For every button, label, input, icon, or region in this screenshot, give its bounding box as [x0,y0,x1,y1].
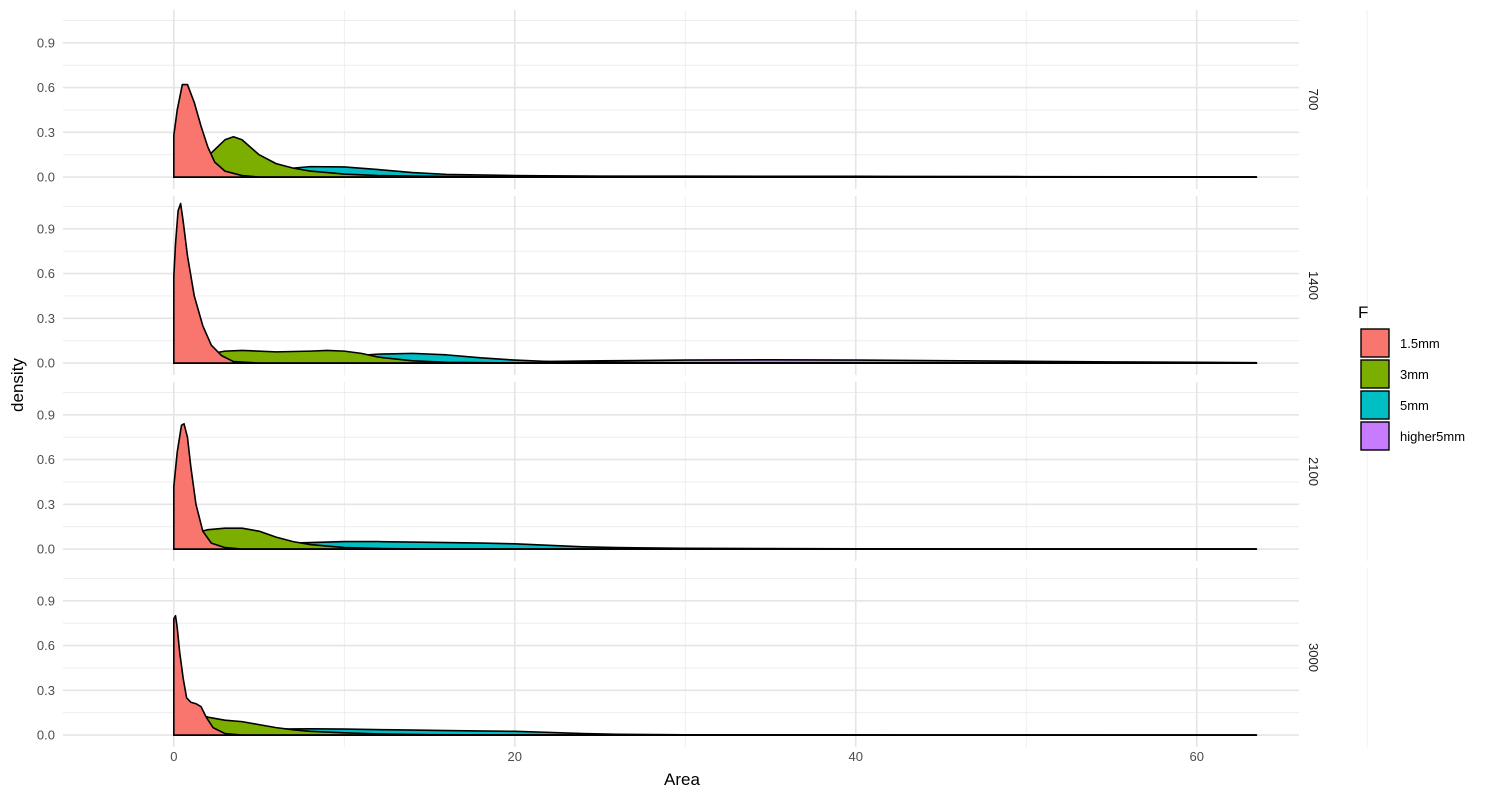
x-tick-label: 20 [508,749,522,764]
x-tick-label: 60 [1189,749,1203,764]
density-area-1.5mm [173,614,1258,736]
y-tick-label: 0.0 [37,542,55,557]
y-tick-label: 0.9 [37,221,55,236]
facet-strip-label: 3000 [1306,643,1321,672]
y-tick-label: 0.9 [37,35,55,50]
legend-title: F [1358,303,1368,322]
y-tick-label: 0.0 [37,728,55,743]
legend-label: 5mm [1400,398,1429,413]
facet-panel-700: 0.0 0.3 0.6 0.9 700 [37,10,1368,189]
y-axis-title: density [8,358,27,412]
legend-label: higher5mm [1400,429,1465,444]
facet-panels: 0.0 0.3 0.6 0.9 700 0.0 0.3 0.6 0.9 1400 0.0 0.3 0.6… [37,10,1368,747]
legend-swatch-higher5mm [1360,421,1390,451]
y-tick-label: 0.6 [37,452,55,467]
y-tick-label: 0.3 [37,311,55,326]
facet-panel-3000: 0.0 0.3 0.6 0.9 3000 [37,568,1368,747]
legend-swatch-1.5mm [1360,328,1390,358]
density-area-1.5mm [173,202,1258,364]
density-area-1.5mm [173,83,1258,178]
y-tick-label: 0.0 [37,356,55,371]
y-tick-label: 0.9 [37,593,55,608]
y-tick-label: 0.3 [37,497,55,512]
legend-label: 3mm [1400,367,1429,382]
x-axis-ticks: 0 20 40 60 [170,749,1204,764]
legend-label: 1.5mm [1400,336,1440,351]
y-tick-label: 0.6 [37,266,55,281]
x-axis-title: Area [664,770,700,789]
y-tick-label: 0.3 [37,683,55,698]
y-tick-label: 0.6 [37,638,55,653]
y-tick-label: 0.9 [37,407,55,422]
x-tick-label: 40 [849,749,863,764]
x-tick-label: 0 [170,749,177,764]
legend-swatch-3mm [1360,359,1390,389]
facet-strip-label: 700 [1306,89,1321,111]
legend-swatch-5mm [1360,390,1390,420]
legend: F 1.5mm 3mm 5mm higher5mm [1358,303,1465,451]
facet-panel-2100: 0.0 0.3 0.6 0.9 2100 [37,382,1368,561]
facet-panel-1400: 0.0 0.3 0.6 0.9 1400 [37,196,1368,375]
facet-strip-label: 1400 [1306,271,1321,300]
y-tick-label: 0.3 [37,125,55,140]
facet-strip-label: 2100 [1306,457,1321,486]
y-tick-label: 0.6 [37,80,55,95]
density-area-1.5mm [173,422,1258,550]
y-tick-label: 0.0 [37,170,55,185]
